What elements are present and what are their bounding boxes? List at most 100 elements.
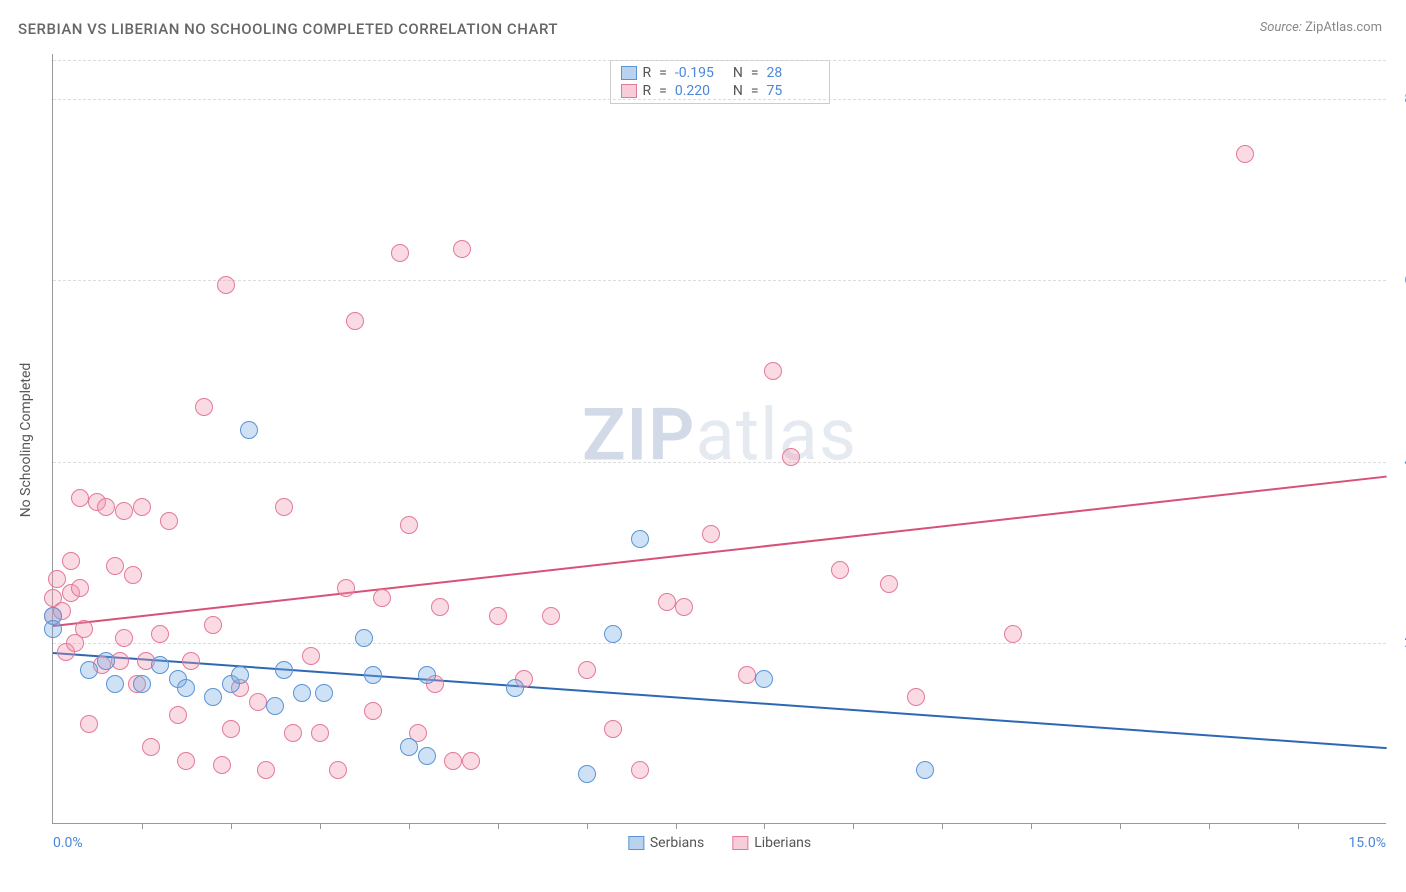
watermark-zip: ZIP (582, 392, 695, 477)
data-point (71, 489, 89, 507)
data-point (71, 579, 89, 597)
data-point (80, 715, 98, 733)
data-point (391, 244, 409, 262)
data-point (418, 666, 436, 684)
legend-item-serbians: Serbians (628, 835, 704, 851)
gridline (53, 280, 1386, 281)
data-point (1236, 145, 1254, 163)
data-point (916, 761, 934, 779)
legend-correlation: R = -0.195 N = 28 R = 0.220 N = 75 (609, 60, 829, 104)
data-point (204, 616, 222, 634)
data-point (400, 738, 418, 756)
watermark: ZIPatlas (582, 392, 857, 477)
data-point (755, 670, 773, 688)
data-point (133, 498, 151, 516)
data-point (115, 629, 133, 647)
gridline (53, 60, 1386, 61)
data-point (80, 661, 98, 679)
data-point (97, 498, 115, 516)
data-point (284, 724, 302, 742)
data-point (542, 607, 560, 625)
legend-n-label: N (733, 65, 743, 81)
data-point (431, 598, 449, 616)
data-point (231, 666, 249, 684)
source-label: Source: (1260, 20, 1302, 35)
watermark-atlas: atlas (695, 392, 857, 477)
legend-swatch-serbians (620, 66, 636, 80)
equals-sign: = (751, 83, 759, 99)
data-point (329, 761, 347, 779)
x-tick (1120, 823, 1121, 829)
data-point (124, 566, 142, 584)
x-tick (942, 823, 943, 829)
data-point (364, 702, 382, 720)
x-tick (231, 823, 232, 829)
legend-label-liberians: Liberians (754, 835, 811, 851)
equals-sign: = (751, 65, 759, 81)
data-point (257, 761, 275, 779)
data-point (578, 765, 596, 783)
data-point (177, 679, 195, 697)
data-point (907, 688, 925, 706)
gridline (53, 462, 1386, 463)
data-point (302, 647, 320, 665)
legend-n-label: N (733, 83, 743, 99)
chart-title: SERBIAN VS LIBERIAN NO SCHOOLING COMPLET… (18, 20, 558, 38)
legend-series: Serbians Liberians (628, 835, 811, 851)
data-point (266, 697, 284, 715)
data-point (831, 561, 849, 579)
data-point (311, 724, 329, 742)
data-point (106, 675, 124, 693)
data-point (97, 652, 115, 670)
data-point (204, 688, 222, 706)
equals-sign: = (659, 65, 667, 81)
data-point (195, 398, 213, 416)
data-point (702, 525, 720, 543)
data-point (631, 530, 649, 548)
source-credit: Source: ZipAtlas.com (1260, 20, 1382, 35)
chart-container: SERBIAN VS LIBERIAN NO SCHOOLING COMPLET… (0, 0, 1406, 892)
data-point (658, 593, 676, 611)
x-tick (764, 823, 765, 829)
equals-sign: = (659, 83, 667, 99)
data-point (249, 693, 267, 711)
legend-item-liberians: Liberians (732, 835, 811, 851)
data-point (578, 661, 596, 679)
data-point (142, 738, 160, 756)
legend-row-liberians: R = 0.220 N = 75 (620, 83, 818, 99)
data-point (738, 666, 756, 684)
data-point (489, 607, 507, 625)
n-value-liberians: 75 (767, 83, 819, 99)
data-point (217, 276, 235, 294)
data-point (355, 629, 373, 647)
legend-r-label: R (642, 65, 651, 81)
data-point (506, 679, 524, 697)
data-point (604, 720, 622, 738)
data-point (782, 448, 800, 466)
data-point (169, 706, 187, 724)
y-axis-title: No Schooling Completed (18, 363, 34, 518)
data-point (106, 557, 124, 575)
data-point (151, 625, 169, 643)
x-tick (587, 823, 588, 829)
data-point (293, 684, 311, 702)
data-point (115, 502, 133, 520)
data-point (675, 598, 693, 616)
data-point (275, 498, 293, 516)
data-point (631, 761, 649, 779)
x-tick (1298, 823, 1299, 829)
r-value-serbians: -0.195 (675, 65, 727, 81)
x-tick (1031, 823, 1032, 829)
x-axis-max-label: 15.0% (1348, 835, 1386, 851)
data-point (1004, 625, 1022, 643)
trend-line (53, 475, 1387, 626)
r-value-liberians: 0.220 (675, 83, 727, 99)
x-tick (409, 823, 410, 829)
data-point (453, 240, 471, 258)
data-point (337, 579, 355, 597)
x-tick (853, 823, 854, 829)
data-point (373, 589, 391, 607)
data-point (315, 684, 333, 702)
legend-r-label: R (642, 83, 651, 99)
data-point (62, 552, 80, 570)
